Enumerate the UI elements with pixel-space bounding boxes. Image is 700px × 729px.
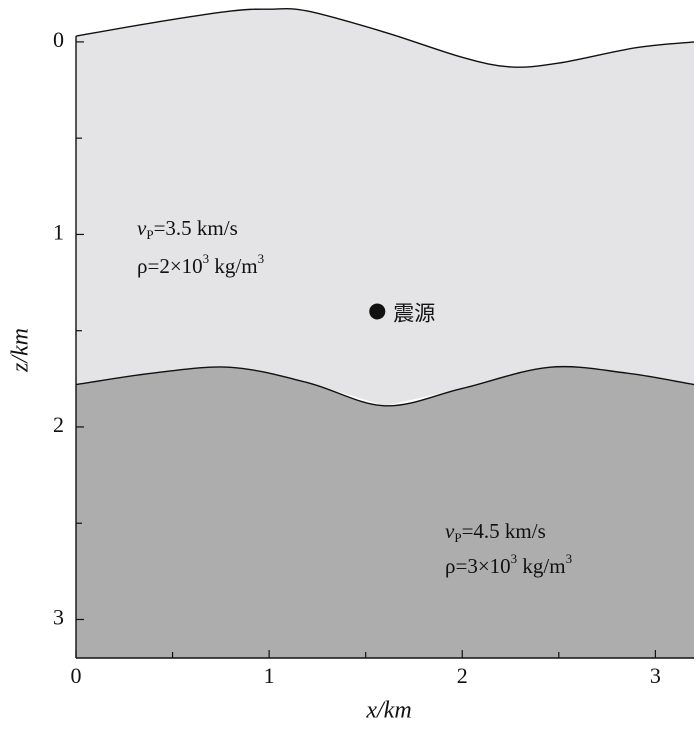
y-tick-label: 3 [53, 605, 64, 630]
text: kg/m [517, 554, 565, 578]
symbol: v [137, 216, 147, 240]
text: kg/m [209, 254, 257, 278]
velocity-label: vP=4.5 km/s [445, 519, 546, 545]
source-label: 震源 [393, 301, 435, 325]
x-tick-label: 1 [264, 663, 275, 688]
interface-line [75, 365, 695, 407]
layer-fill [76, 366, 694, 658]
surface-line [75, 7, 695, 68]
source-point [369, 303, 386, 320]
x-axis-label: x/km [365, 698, 411, 724]
y-axis-label: z/km [8, 328, 34, 373]
subscript: P [454, 530, 461, 545]
superscript: 3 [258, 251, 265, 266]
text: =4.5 km/s [462, 519, 546, 543]
symbol: v [445, 519, 455, 543]
y-tick-label: 0 [53, 27, 64, 52]
density-label: ρ=3×103 kg/m3 [445, 551, 572, 578]
text: =3.5 km/s [154, 216, 238, 240]
x-tick-label: 0 [71, 663, 82, 688]
density-label: ρ=2×103 kg/m3 [137, 251, 264, 278]
superscript: 3 [566, 551, 573, 566]
subscript: P [146, 227, 153, 242]
y-tick-label: 2 [53, 412, 64, 437]
text: ρ=3×10 [445, 554, 511, 578]
superscript: 3 [511, 551, 518, 566]
text: ρ=2×10 [137, 254, 203, 278]
velocity-label: vP=3.5 km/s [137, 216, 238, 242]
superscript: 3 [203, 251, 210, 266]
x-tick-label: 2 [457, 663, 468, 688]
layer-fill [76, 8, 694, 406]
x-tick-label: 3 [650, 663, 661, 688]
y-tick-label: 1 [53, 219, 64, 244]
